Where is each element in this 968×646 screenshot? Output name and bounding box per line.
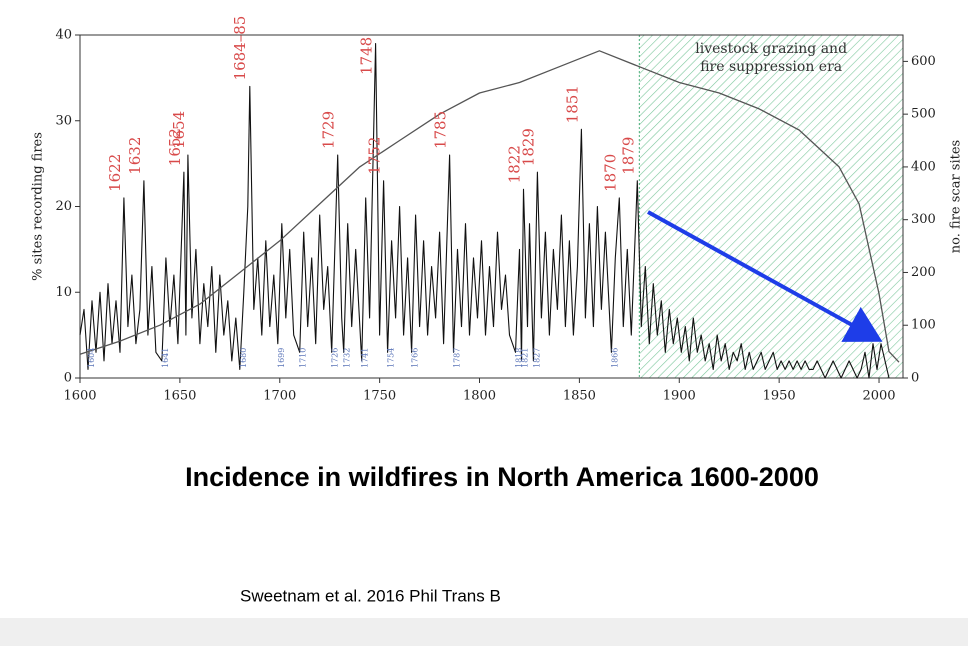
trough-label: 1766 bbox=[411, 348, 420, 368]
x-tick-label: 2000 bbox=[862, 389, 895, 404]
trough-label: 1787 bbox=[453, 348, 462, 368]
era-shade bbox=[639, 35, 903, 378]
y2-tick-label: 300 bbox=[911, 212, 936, 227]
trough-label: 1754 bbox=[387, 348, 396, 368]
trough-label: 1866 bbox=[610, 348, 619, 368]
peak-label: 1622 bbox=[106, 154, 124, 192]
x-tick-label: 1750 bbox=[363, 389, 396, 404]
peak-label: 1785 bbox=[432, 111, 450, 149]
y-tick-label: 40 bbox=[55, 28, 72, 43]
peak-label: 1851 bbox=[563, 85, 581, 123]
peak-label: 1729 bbox=[320, 111, 338, 149]
y-axis-label: % sites recording fires bbox=[31, 132, 46, 281]
source: Sweetnam et al. 2016 Phil Trans B bbox=[240, 586, 501, 605]
x-tick-label: 1600 bbox=[63, 389, 96, 404]
x-tick-label: 1850 bbox=[563, 389, 596, 404]
peak-label: 1632 bbox=[126, 137, 144, 175]
x-tick-label: 1900 bbox=[663, 389, 696, 404]
x-tick-label: 1950 bbox=[763, 389, 796, 404]
trough-label: 1710 bbox=[299, 348, 308, 368]
trough-label: 1641 bbox=[161, 348, 170, 368]
peak-label: 1879 bbox=[619, 137, 637, 175]
y-tick-label: 30 bbox=[55, 113, 72, 128]
title: Incidence in wildfires in North America … bbox=[185, 462, 819, 492]
peak-label: 1652 bbox=[166, 128, 184, 166]
peak-label: 1822 bbox=[505, 145, 523, 183]
trough-label: 1741 bbox=[361, 348, 370, 368]
y2-tick-label: 400 bbox=[911, 159, 936, 174]
trough-label: 1818 bbox=[514, 348, 523, 368]
peak-label: 1829 bbox=[519, 128, 537, 166]
era-text: fire suppression era bbox=[700, 59, 842, 75]
trough-label: 1827 bbox=[532, 348, 541, 368]
y2-tick-label: 600 bbox=[911, 54, 936, 69]
bottom-bar bbox=[0, 618, 968, 646]
trough-label: 1699 bbox=[277, 348, 286, 368]
trough-label: 1821 bbox=[520, 348, 529, 368]
y2-tick-label: 0 bbox=[911, 371, 919, 386]
peak-label: 1748 bbox=[358, 37, 376, 75]
series-line bbox=[79, 50, 900, 363]
y2-tick-label: 200 bbox=[911, 265, 936, 280]
peak-label: 1654 bbox=[170, 111, 188, 149]
trough-label: 1732 bbox=[343, 348, 352, 368]
x-tick-label: 1700 bbox=[263, 389, 296, 404]
trend-arrow bbox=[647, 210, 883, 342]
trough-label: 1604 bbox=[87, 348, 96, 368]
y-tick-label: 0 bbox=[64, 371, 72, 386]
series-line bbox=[79, 43, 890, 379]
peak-label: 1684–85 bbox=[231, 16, 249, 81]
peak-label: 1752 bbox=[366, 137, 384, 175]
y-tick-label: 20 bbox=[55, 199, 72, 214]
y-tick-label: 10 bbox=[55, 285, 72, 300]
trough-label: 1726 bbox=[331, 348, 340, 368]
plot: livestock grazing and fire suppression er… bbox=[31, 16, 964, 404]
trough-label: 1680 bbox=[239, 348, 248, 368]
era-text: livestock grazing and bbox=[695, 41, 847, 57]
y2-tick-label: 500 bbox=[911, 107, 936, 122]
x-tick-label: 1650 bbox=[163, 389, 196, 404]
x-tick-label: 1800 bbox=[463, 389, 496, 404]
peak-label: 1870 bbox=[601, 154, 619, 192]
y2-tick-label: 100 bbox=[911, 318, 936, 333]
y2-axis-label: no. fire scar sites bbox=[949, 140, 964, 253]
